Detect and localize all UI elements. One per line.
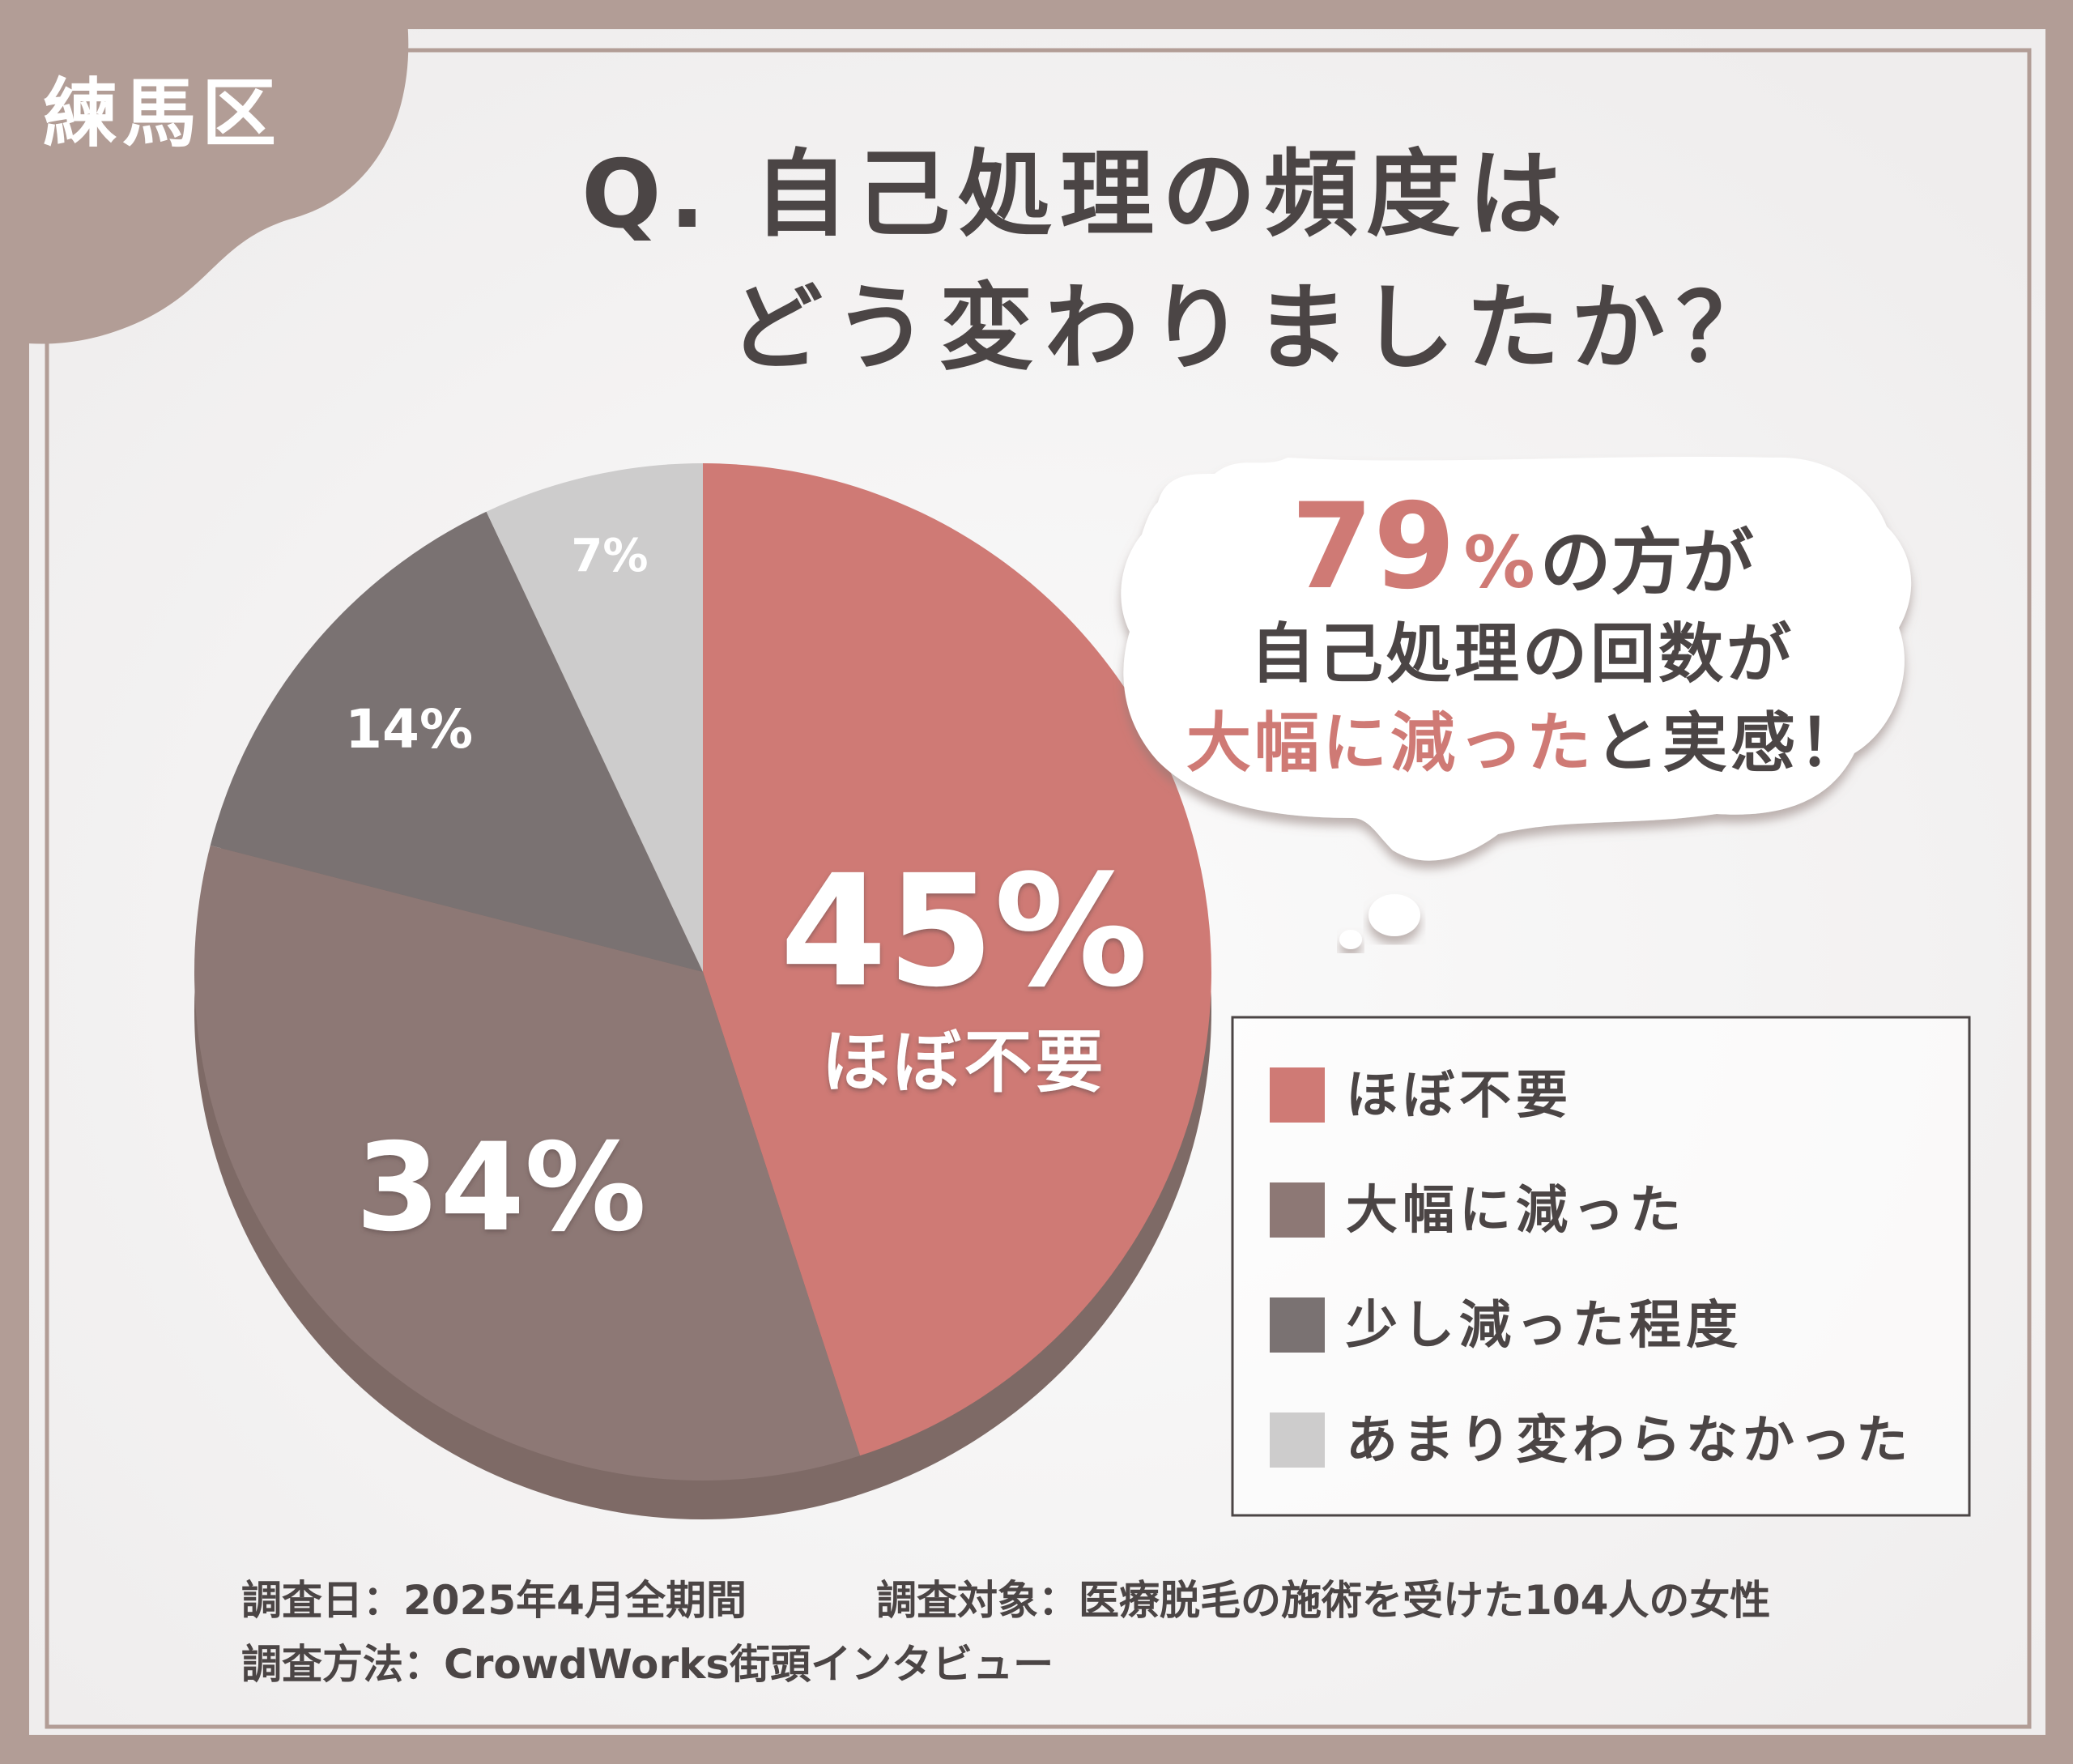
legend-label-slightly-reduced: 少し減った程度 <box>1346 1296 1743 1356</box>
callout-line3-rest: と実感！ <box>1594 705 1867 781</box>
legend-swatch-nearly-unneeded <box>1270 1067 1325 1123</box>
callout-percent: % <box>1464 521 1535 604</box>
pie-slices <box>194 463 1211 1481</box>
inner-border <box>45 48 2032 1729</box>
pie-chart: 45%ほぼ不要 34% 14% 7% <box>194 463 1211 1519</box>
pie-slice-mostly-unchanged <box>486 463 703 972</box>
callout-line1-rest: の方が <box>1540 521 1754 604</box>
callout-bubble: 79 %の方が 自己処理の回数が 大幅に減ったと実感！ <box>1121 456 1912 949</box>
region-badge-label: 練馬区 <box>43 70 281 157</box>
pie-slice-slightly-reduced <box>210 511 704 972</box>
survey-method: 調査方法：CrowdWorks街頭インタビュー <box>241 1641 1054 1688</box>
region-badge <box>0 0 409 344</box>
legend-swatch-greatly-reduced <box>1270 1182 1325 1238</box>
callout-dot-small <box>1339 930 1362 949</box>
survey-footer: 調査日：2025年4月全期間 調査対象：医療脱毛の施術を受けた104人の女性 調… <box>241 1577 1770 1688</box>
survey-target: 調査対象：医療脱毛の施術を受けた104人の女性 <box>876 1577 1770 1624</box>
legend-swatch-mostly-unchanged <box>1270 1412 1325 1468</box>
legend-swatch-slightly-reduced <box>1270 1297 1325 1353</box>
callout-highlight: 大幅に減った <box>1186 705 1594 781</box>
pie-labels: 45%ほぼ不要 34% 14% 7% <box>345 530 1148 1259</box>
pie-label-mostly-unchanged: 7% <box>571 530 648 582</box>
pie-slice-nearly-unneeded <box>703 463 1211 1456</box>
pie-label-nearly-unneeded: 45% <box>780 842 1148 1020</box>
pie-label-greatly-reduced: 34% <box>355 1118 646 1259</box>
legend-label-mostly-unchanged: あまり変わらなかった <box>1346 1411 1913 1471</box>
legend-label-nearly-unneeded: ほぼ不要 <box>1346 1066 1573 1126</box>
callout-number: 79 <box>1291 478 1455 616</box>
pie-label-slightly-reduced: 14% <box>345 698 473 761</box>
callout-line1: 79 %の方が <box>1291 478 1753 616</box>
legend-box <box>1231 1016 1971 1517</box>
page-title-line1: Q. 自己処理の頻度は <box>581 140 1570 249</box>
page-title-line2: どう変わりましたか？ <box>729 274 1781 383</box>
callout-dot-large <box>1369 894 1420 936</box>
pie-slice-greatly-reduced <box>194 845 861 1481</box>
survey-date: 調査日：2025年4月全期間 <box>241 1577 747 1624</box>
legend-label-greatly-reduced: 大幅に減った <box>1346 1181 1686 1241</box>
callout-line3: 大幅に減ったと実感！ <box>1186 705 1867 781</box>
pie-highlight-category-label: ほぼ不要 <box>822 1022 1107 1101</box>
callout-line2: 自己処理の回数が <box>1250 616 1794 692</box>
callout-bubble-shape <box>1121 456 1912 861</box>
